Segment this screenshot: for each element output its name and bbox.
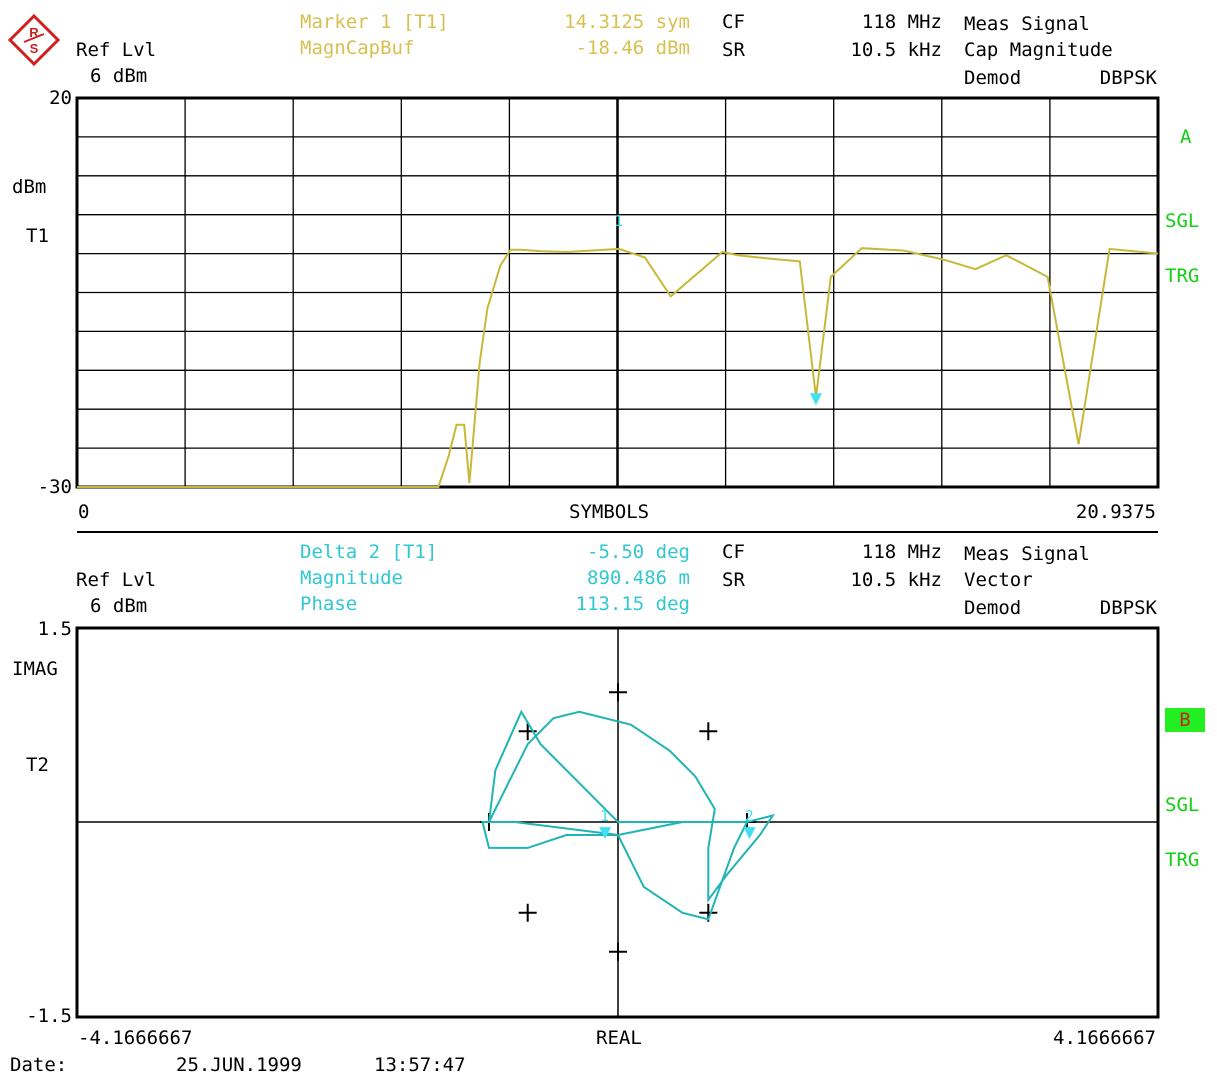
top-marker-value: 14.3125 sym <box>564 11 690 33</box>
top-meas-value: Cap Magnitude <box>964 39 1113 61</box>
bottom-delta-value: -5.50 deg <box>587 541 690 563</box>
marker-1-label: 1 <box>614 212 623 230</box>
top-trace-value: -18.46 dBm <box>575 37 690 59</box>
bottom-y-top: 1.5 <box>37 618 72 640</box>
top-meas-label: Meas Signal <box>964 13 1090 35</box>
bottom-phase-value: 113.15 deg <box>575 593 690 615</box>
date-label: Date: <box>10 1054 68 1076</box>
top-x-right: 20.9375 <box>1075 501 1156 523</box>
bottom-side-sgl: SGL <box>1165 794 1200 816</box>
marker-1-triangle <box>809 393 822 406</box>
time-value: 13:57:47 <box>374 1054 466 1076</box>
bottom-delta-label: Delta 2 [T1] <box>300 541 438 563</box>
constellation-cross <box>609 683 627 702</box>
top-side-sgl: SGL <box>1165 210 1200 232</box>
svg-text:S: S <box>30 41 39 56</box>
vector-marker-1-label: 1 <box>600 807 609 825</box>
top-y-bottom: -30 <box>37 476 72 498</box>
top-cf-label: CF <box>722 11 745 33</box>
vector-marker-1 <box>599 827 612 840</box>
top-x-left: 0 <box>78 501 90 523</box>
vector-marker-2 <box>743 827 756 840</box>
top-side-a: A <box>1180 126 1192 148</box>
bottom-ref-value: 6 dBm <box>90 595 148 617</box>
bottom-phase-label: Phase <box>300 593 358 615</box>
vector-trace <box>481 709 776 921</box>
top-demod-value: DBPSK <box>1099 67 1157 89</box>
bottom-cf-value: 118 MHz <box>861 541 942 563</box>
magnitude-grid <box>77 98 1158 487</box>
bottom-sr-value: 10.5 kHz <box>850 569 942 591</box>
bottom-meas-value: Vector <box>964 569 1033 591</box>
bottom-y-bottom: -1.5 <box>26 1005 72 1027</box>
constellation-cross <box>518 903 537 922</box>
top-marker-label: Marker 1 [T1] <box>300 11 449 33</box>
bottom-mag-label: Magnitude <box>300 567 403 589</box>
bottom-meas-label: Meas Signal <box>964 543 1090 565</box>
trace-b-badge: B <box>1165 708 1205 732</box>
bottom-x-left: -4.1666667 <box>78 1027 193 1049</box>
top-ref-label: Ref Lvl <box>76 39 157 61</box>
bottom-mag-value: 890.486 m <box>587 567 690 589</box>
bottom-ref-label: Ref Lvl <box>76 569 157 591</box>
top-demod-label: Demod <box>964 67 1022 89</box>
top-cf-value: 118 MHz <box>861 11 942 33</box>
bottom-demod-value: DBPSK <box>1099 597 1157 619</box>
magnitude-chart-frame <box>75 96 1160 489</box>
top-trace-label: MagnCapBuf <box>300 37 415 59</box>
bottom-x-right: 4.1666667 <box>1053 1027 1156 1049</box>
bottom-trace-name: T2 <box>26 754 49 776</box>
bottom-y-label: IMAG <box>12 658 58 680</box>
top-sr-value: 10.5 kHz <box>850 39 942 61</box>
top-y-top: 20 <box>49 87 72 109</box>
top-ref-value: 6 dBm <box>90 65 148 87</box>
section-divider <box>77 531 1158 533</box>
bottom-side-trg: TRG <box>1165 849 1200 871</box>
bottom-x-center: REAL <box>596 1027 642 1049</box>
top-trace-name: T1 <box>26 225 49 247</box>
date-value: 25.JUN.1999 <box>176 1054 302 1076</box>
top-sr-label: SR <box>722 39 745 61</box>
svg-text:R: R <box>29 25 39 40</box>
bottom-cf-label: CF <box>722 541 745 563</box>
constellation-cross <box>699 722 718 741</box>
magnitude-trace <box>77 247 1159 488</box>
constellation-cross <box>609 942 627 961</box>
rs-logo: R S <box>7 13 61 67</box>
bottom-demod-label: Demod <box>964 597 1022 619</box>
top-x-center: SYMBOLS <box>569 501 650 523</box>
top-side-trg: TRG <box>1165 265 1200 287</box>
vector-marker-2-label: 2 <box>745 807 754 825</box>
bottom-sr-label: SR <box>722 569 745 591</box>
top-y-unit: dBm <box>12 176 47 198</box>
